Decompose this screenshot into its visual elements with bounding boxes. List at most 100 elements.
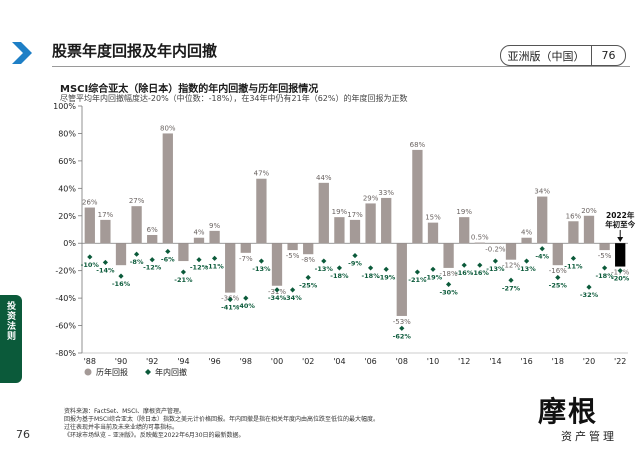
drawdown-marker-1989 [102, 259, 108, 266]
return-bar-2008 [396, 243, 407, 316]
return-label-2002: -8% [301, 256, 315, 264]
drawdown-label-2005: -9% [348, 260, 362, 268]
drawdown-label-1998: -40% [237, 302, 256, 310]
return-bar-2020 [583, 215, 595, 244]
y-tick-label: -60% [55, 322, 76, 331]
drawdown-marker-2003 [321, 258, 327, 264]
return-bar-1995 [193, 237, 205, 244]
region-label: 亚洲版（中国） [507, 49, 585, 63]
chart-subtitle: 尽管平均年内回撤幅度达-20%（中位数：-18%），在34年中仍有21年（62%… [60, 94, 408, 103]
drawdown-marker-2016 [524, 258, 530, 264]
return-bar-2000 [271, 243, 283, 286]
y-tick-label: -80% [55, 349, 76, 358]
drawdown-marker-2014 [492, 258, 498, 264]
return-label-2011: -18% [440, 270, 458, 278]
return-label-2016: 4% [521, 229, 532, 237]
return-label-2021: -5% [598, 252, 612, 260]
drawdown-marker-2015 [508, 277, 514, 283]
source-note-4: 《环球市场纵览 – 亚洲版》。反映截至2022年6月30日的最新数据。 [64, 432, 245, 439]
return-bar-2017 [537, 196, 548, 244]
return-label-1998: -7% [239, 255, 253, 263]
return-label-2009: 68% [410, 141, 426, 149]
footer-page-number: 76 [16, 428, 30, 441]
return-label-1993: 80% [160, 124, 176, 132]
section-side-tab[interactable]: 投资法则 [0, 295, 22, 383]
x-tick-label: '16 [520, 357, 532, 366]
drawdown-label-2015: -27% [502, 284, 521, 292]
drawdown-label-2020: -32% [580, 291, 599, 299]
y-tick-label: -40% [55, 294, 76, 303]
return-bar-2021 [599, 243, 610, 251]
drawdown-label-2009: -21% [408, 276, 427, 284]
x-tick-label: '00 [271, 357, 283, 366]
x-tick-label: '22 [614, 357, 626, 366]
return-label-2005: 17% [347, 211, 363, 219]
drawdown-label-2000: -34% [268, 294, 287, 302]
return-bar-2012 [459, 217, 470, 244]
return-bar-1989 [100, 219, 111, 244]
drawdown-label-1988: -10% [81, 261, 100, 269]
drawdown-marker-2007 [383, 266, 389, 272]
return-label-2019: 16% [566, 212, 582, 220]
drawdown-marker-2020 [586, 284, 592, 290]
header-page-number: 76 [601, 49, 616, 62]
drawdown-marker-2021 [602, 265, 608, 271]
x-tick-label: '88 [84, 357, 96, 366]
drawdown-label-2003: -13% [315, 265, 334, 273]
drawdown-label-1990: -16% [112, 280, 131, 288]
drawdown-marker-2010 [430, 266, 436, 272]
drawdown-marker-2004 [336, 265, 342, 271]
region-divider [591, 46, 592, 65]
drawdown-label-2008: -62% [393, 332, 412, 340]
drawdown-label-2021: -18% [595, 272, 614, 280]
return-label-1992: 6% [147, 226, 158, 234]
return-label-1991: 27% [129, 197, 145, 205]
return-bar-1992 [147, 234, 158, 244]
return-label-1999: 47% [254, 170, 270, 178]
return-label-2015: -12% [502, 262, 520, 270]
return-label-1996: 9% [209, 222, 220, 230]
drawdown-marker-1999 [258, 258, 264, 264]
y-tick-label: -20% [55, 267, 76, 276]
drawdown-marker-2000 [274, 287, 280, 293]
drawdown-label-1989: -14% [96, 266, 115, 274]
return-bar-1991 [131, 206, 142, 244]
drawdown-label-2004: -18% [330, 272, 349, 280]
drawdown-label-2022: -20% [611, 275, 630, 283]
drawdown-marker-1991 [134, 251, 140, 257]
drawdown-marker-1992 [149, 257, 155, 263]
brand-logo: 摩根 [538, 395, 599, 428]
return-label-2001: -5% [286, 252, 300, 260]
drawdown-marker-2005 [352, 252, 358, 259]
return-bar-1988 [84, 207, 95, 244]
return-label-2017: 34% [534, 188, 550, 196]
drawdown-label-2011: -30% [439, 288, 458, 296]
x-tick-label: '92 [146, 357, 158, 366]
drawdown-label-1996: -11% [205, 262, 224, 270]
jpm-chevron-logo-icon [12, 42, 32, 64]
legend-return-label: 历年回报 [96, 367, 128, 377]
return-bar-2022 [615, 243, 626, 267]
x-tick-label: '90 [115, 357, 127, 366]
x-tick-label: '12 [458, 357, 470, 366]
return-bar-2009 [412, 149, 423, 244]
drawdown-marker-2012 [461, 262, 467, 268]
drawdown-marker-1997 [227, 296, 233, 303]
drawdown-label-2007: -19% [377, 273, 396, 281]
y-tick-label: 80% [58, 129, 76, 138]
drawdown-marker-1998 [243, 295, 249, 301]
return-label-2008: -53% [393, 318, 411, 326]
y-tick-label: 100% [53, 102, 76, 111]
drawdown-label-1995: -12% [190, 264, 209, 272]
drawdown-label-1992: -12% [143, 264, 162, 272]
return-bar-2005 [349, 219, 361, 244]
drawdown-marker-1988 [87, 254, 93, 260]
brand-subtitle: 资产管理 [561, 430, 617, 443]
x-tick-label: '02 [302, 357, 314, 366]
return-label-2014: -0.2% [485, 245, 506, 253]
return-label-1989: 17% [98, 211, 114, 219]
drawdown-label-2013: -16% [471, 269, 490, 277]
drawdown-label-2019: -11% [564, 262, 583, 270]
drawdown-label-2001: -34% [283, 294, 302, 302]
